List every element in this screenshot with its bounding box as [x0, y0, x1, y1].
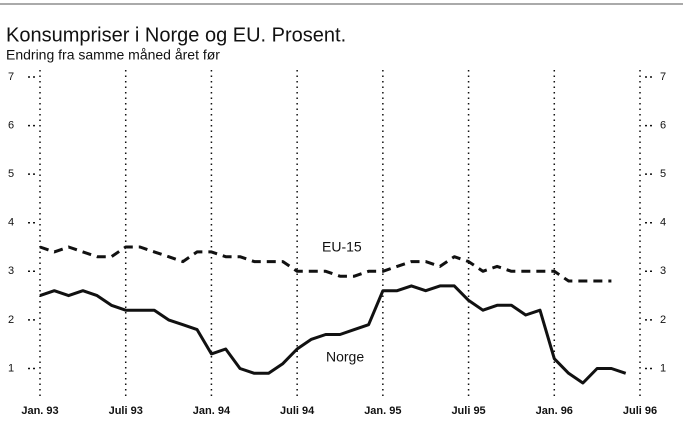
- y2-tick-label: 7: [660, 71, 666, 83]
- y-tick-label: 1: [8, 362, 14, 374]
- y2-tick-label: 6: [660, 119, 666, 131]
- x-tick-label: Juli 93: [109, 405, 143, 417]
- chart-subtitle: Endring fra samme måned året før: [6, 47, 220, 63]
- x-tick-label: Juli 95: [451, 405, 485, 417]
- y-tick-label: 5: [8, 168, 14, 180]
- y-tick-label: 6: [8, 119, 14, 131]
- series-line: [39, 245, 612, 283]
- y-tick-label: 7: [8, 71, 14, 83]
- y2-tick-label: 1: [660, 362, 666, 374]
- x-tick-label: Jan. 94: [193, 405, 231, 417]
- series-line: [39, 284, 627, 385]
- y2-tick-label: 2: [660, 314, 666, 326]
- chart-title: Konsumpriser i Norge og EU. Prosent.: [6, 24, 346, 46]
- y2-tick-label: 3: [660, 265, 666, 277]
- x-tick-label: Juli 94: [280, 405, 315, 417]
- series-label: Norge: [326, 349, 364, 365]
- y-tick-label: 2: [8, 314, 14, 326]
- x-tick-label: Jan. 96: [536, 405, 573, 417]
- y-tick-label: 4: [8, 217, 14, 229]
- y2-tick-label: 5: [660, 168, 666, 180]
- y2-tick-label: 4: [660, 217, 666, 229]
- x-tick-label: Jan. 95: [364, 405, 401, 417]
- x-tick-label: Jan. 93: [21, 405, 58, 417]
- series-label: EU-15: [322, 239, 362, 255]
- x-tick-label: Juli 96: [623, 405, 657, 417]
- y-tick-label: 3: [8, 265, 14, 277]
